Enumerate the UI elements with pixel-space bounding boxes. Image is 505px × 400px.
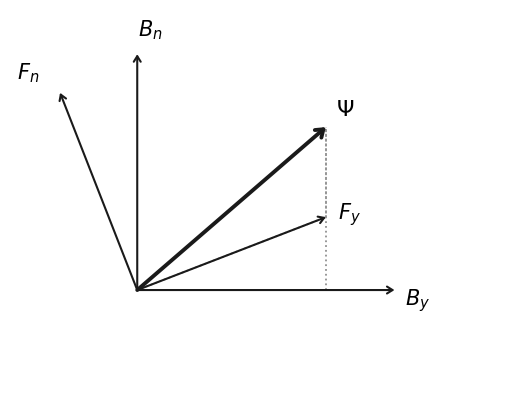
Text: $F_y$: $F_y$: [337, 202, 360, 228]
Text: $\Psi$: $\Psi$: [335, 99, 353, 121]
Text: $B_n$: $B_n$: [137, 19, 162, 42]
Text: $B_y$: $B_y$: [405, 287, 430, 314]
Text: $F_n$: $F_n$: [17, 62, 39, 85]
